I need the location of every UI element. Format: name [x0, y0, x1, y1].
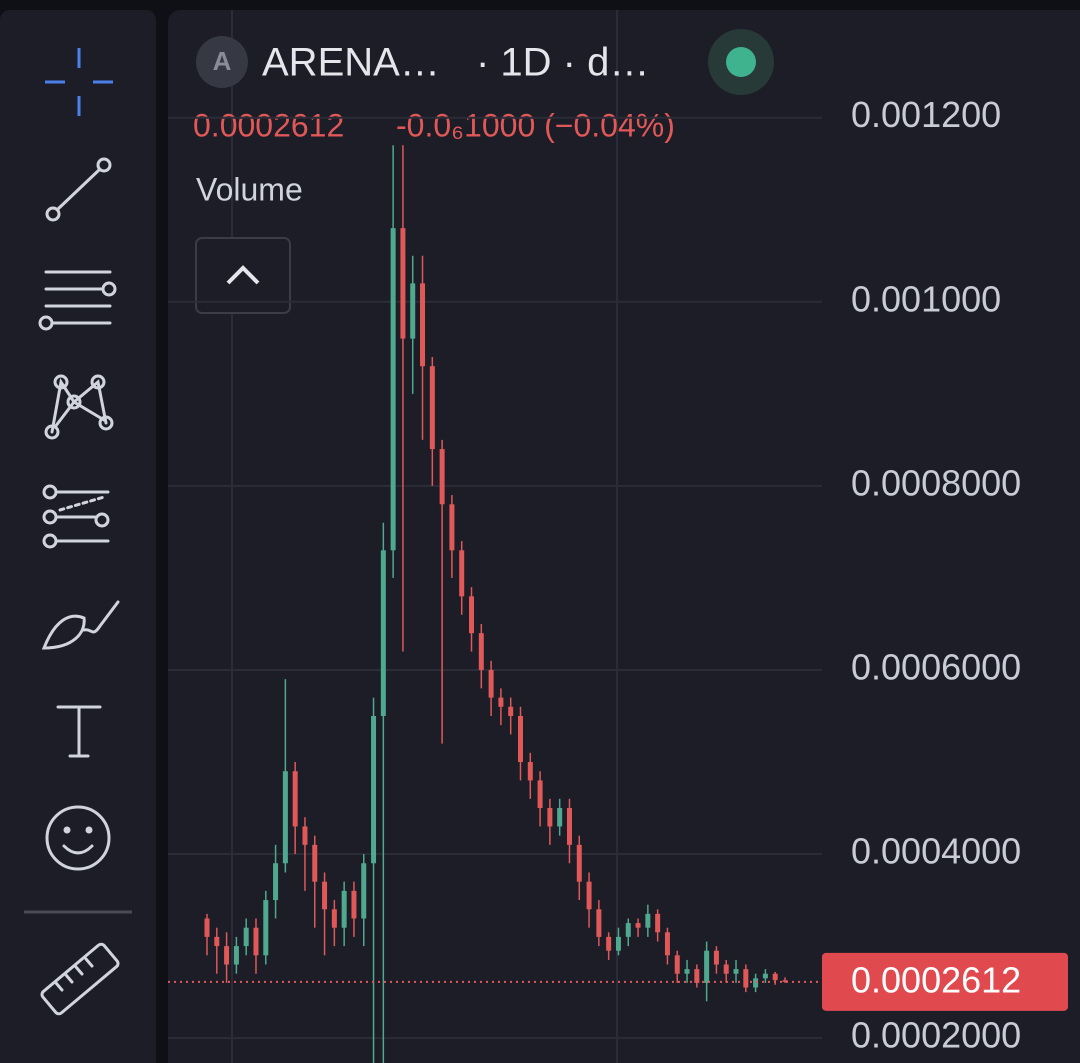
candle-body [341, 890, 347, 928]
text-tool[interactable] [56, 705, 102, 758]
candle-body [478, 633, 484, 670]
candle-body [420, 283, 426, 367]
candle-body [371, 715, 377, 864]
candle-body [713, 950, 719, 965]
collapse-chevron [226, 265, 260, 285]
candle-body [351, 890, 357, 919]
candle-body [615, 936, 621, 951]
y-tick-label: 0.0008000 [851, 462, 1021, 503]
candle-body [743, 969, 749, 988]
y-tick-label: 0.001200 [851, 94, 1001, 135]
candle-body [439, 449, 445, 505]
last-price-label: 0.0002612 [851, 959, 1021, 1000]
candle-body [537, 780, 543, 809]
candle-body [253, 927, 259, 956]
y-tick-label: 0.0006000 [851, 646, 1021, 687]
ruler-tool[interactable] [40, 942, 120, 1016]
y-tick-label: 0.0004000 [851, 831, 1021, 872]
collapse-button[interactable] [195, 237, 291, 314]
candle-body [488, 669, 494, 698]
candle-body [762, 973, 768, 979]
candle-body [576, 844, 582, 882]
toolbar [0, 10, 156, 1063]
candle-body [204, 918, 210, 937]
interval[interactable]: · 1D · d… [476, 41, 649, 85]
candle-body [645, 913, 651, 928]
candle-body [635, 923, 641, 928]
candle-body [429, 366, 435, 450]
symbol-icon-letter: A [213, 46, 232, 76]
candle-body [322, 881, 328, 910]
brush-tool[interactable] [41, 600, 120, 650]
candle-body [664, 932, 670, 956]
candle-body [459, 550, 465, 597]
candle-body [772, 973, 778, 981]
candle-body [557, 808, 563, 827]
candle-body [380, 550, 386, 716]
candle-body [312, 844, 318, 882]
candle-body [224, 946, 230, 965]
candle-body [733, 969, 739, 974]
candle-body [694, 969, 700, 983]
candle-body [331, 909, 337, 928]
candle-body [263, 900, 269, 956]
candle-body [508, 706, 514, 716]
candle-body [273, 863, 279, 901]
candle-body [655, 913, 661, 933]
symbol-icon [196, 36, 248, 88]
candle-body [782, 980, 788, 982]
last-price-box [822, 952, 1068, 1011]
candle-body [390, 228, 396, 551]
candle-body [243, 927, 249, 947]
candle-body [547, 808, 553, 827]
candle-body [469, 596, 475, 634]
candle-body [704, 950, 710, 983]
forecast-tool[interactable] [42, 484, 110, 549]
candle-body [233, 946, 239, 965]
candle-body [400, 228, 406, 339]
candle-body [586, 881, 592, 910]
candle-body [282, 771, 288, 864]
candle-body [566, 808, 572, 845]
symbol-name[interactable]: ARENA… [262, 41, 440, 85]
indicator-label[interactable]: Volume [196, 171, 303, 207]
pattern-tool[interactable] [44, 374, 114, 440]
plot: 0.001200 0.001000 0.0008000 0.0006000 0.0004… [168, 94, 1068, 1063]
candle-body [606, 936, 612, 951]
candle-body [302, 826, 308, 845]
candle-body [625, 923, 631, 937]
candle-body [361, 863, 367, 919]
candle-body [517, 715, 523, 763]
candle-body [723, 964, 729, 974]
crosshair-tool[interactable] [45, 48, 113, 116]
candle-body [449, 504, 455, 551]
candle-body [527, 762, 533, 781]
status-dot [726, 47, 756, 77]
fib-tool[interactable] [38, 270, 117, 331]
candle-body [498, 697, 504, 707]
candle-body [674, 955, 680, 974]
legend-change: -0.0₆1000 (−0.04%) [396, 107, 675, 143]
candle-body [684, 969, 690, 974]
candle-body [292, 771, 298, 827]
chart-panel [168, 10, 1080, 1063]
y-tick-label: 0.001000 [851, 278, 1001, 319]
legend-close: 0.0002612 [193, 107, 344, 143]
candle-body [214, 936, 220, 947]
candle-body [753, 978, 759, 988]
emoji-tool[interactable] [45, 805, 111, 871]
candle-body [410, 283, 416, 339]
y-tick-label: 0.0002000 [851, 1015, 1021, 1056]
trendline-tool[interactable] [45, 157, 112, 222]
candle-body [596, 909, 602, 937]
